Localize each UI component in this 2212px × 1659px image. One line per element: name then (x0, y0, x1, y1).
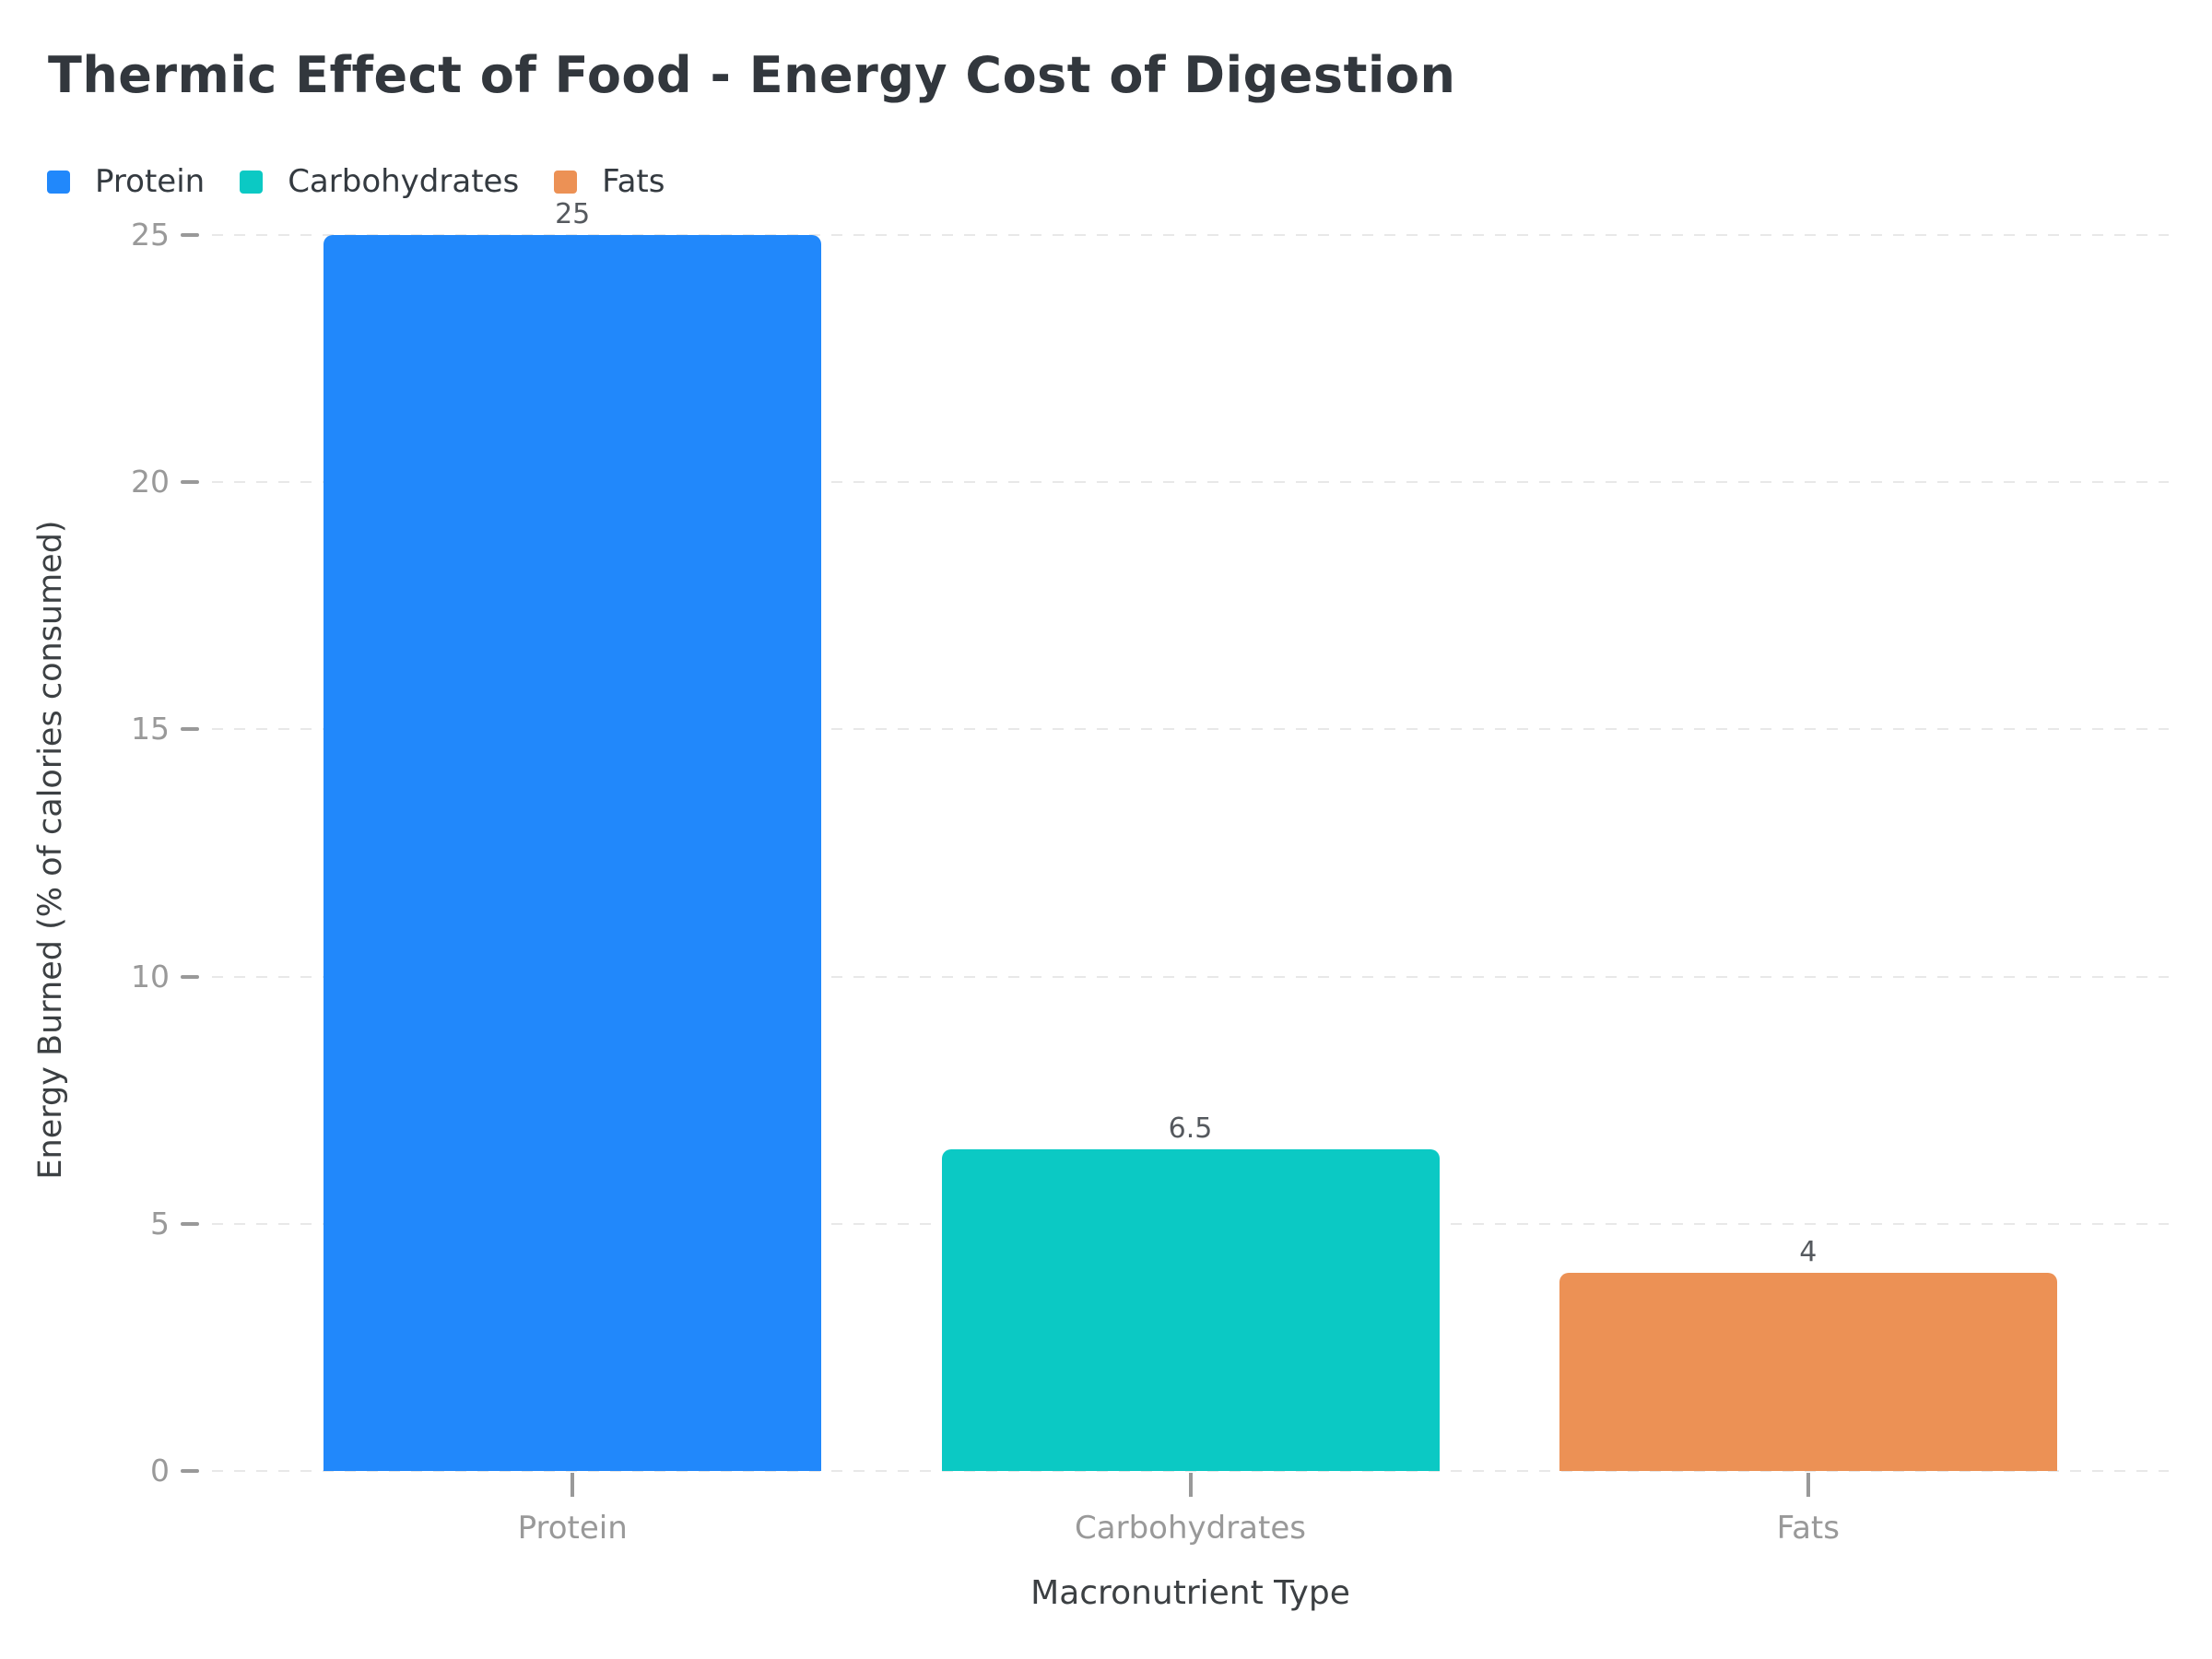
legend-item-fats[interactable]: Fats (554, 166, 665, 197)
legend-label: Fats (602, 163, 665, 200)
y-tick-mark (181, 480, 199, 485)
bar-fats[interactable] (1559, 1273, 2057, 1471)
legend: Protein Carbohydrates Fats (47, 166, 665, 197)
plot-area: 0 5 10 15 20 25 25 Protein 6.5 Carbohydrates 4 Fats (131, 198, 2169, 1547)
y-tick-mark (181, 974, 199, 979)
legend-swatch-icon (240, 170, 264, 194)
legend-swatch-icon (47, 170, 70, 194)
y-tick-label: 5 (150, 1205, 170, 1241)
legend-swatch-icon (554, 170, 578, 194)
bar-protein[interactable] (324, 235, 822, 1471)
bar-value-label: 6.5 (1168, 1112, 1213, 1146)
x-axis-title: Macronutrient Type (1030, 1574, 1350, 1612)
gridline (212, 975, 2169, 978)
legend-label: Carbohydrates (288, 163, 520, 200)
gridline (212, 728, 2169, 731)
bar-value-label: 25 (555, 198, 591, 230)
bar-carbohydrates[interactable] (941, 1149, 1440, 1471)
y-tick-mark (181, 1469, 199, 1473)
chart-title: Thermic Effect of Food - Energy Cost of … (48, 46, 1456, 104)
bar-value-label: 4 (1799, 1236, 1818, 1269)
y-tick-label: 10 (131, 958, 170, 994)
x-tick-mark (1188, 1473, 1193, 1497)
gridline (212, 234, 2169, 236)
gridline (212, 1470, 2169, 1472)
x-tick-label-fats: Fats (1776, 1510, 1840, 1547)
y-tick-label: 25 (131, 217, 170, 253)
y-tick-label: 20 (131, 464, 170, 500)
x-tick-mark (571, 1473, 575, 1497)
y-axis-title: Energy Burned (% of calories consumed) (32, 520, 69, 1180)
y-tick-mark (181, 1221, 199, 1226)
legend-item-protein[interactable]: Protein (47, 166, 205, 197)
gridline (212, 481, 2169, 484)
x-tick-label-protein: Protein (517, 1510, 628, 1547)
x-tick-label-carbohydrates: Carbohydrates (1075, 1510, 1306, 1547)
y-tick-label: 15 (131, 711, 170, 747)
legend-item-carbohydrates[interactable]: Carbohydrates (240, 166, 519, 197)
y-tick-label: 0 (150, 1453, 170, 1488)
y-tick-mark (181, 727, 199, 732)
x-tick-mark (1806, 1473, 1810, 1497)
y-tick-mark (181, 233, 199, 237)
legend-label: Protein (95, 163, 206, 200)
